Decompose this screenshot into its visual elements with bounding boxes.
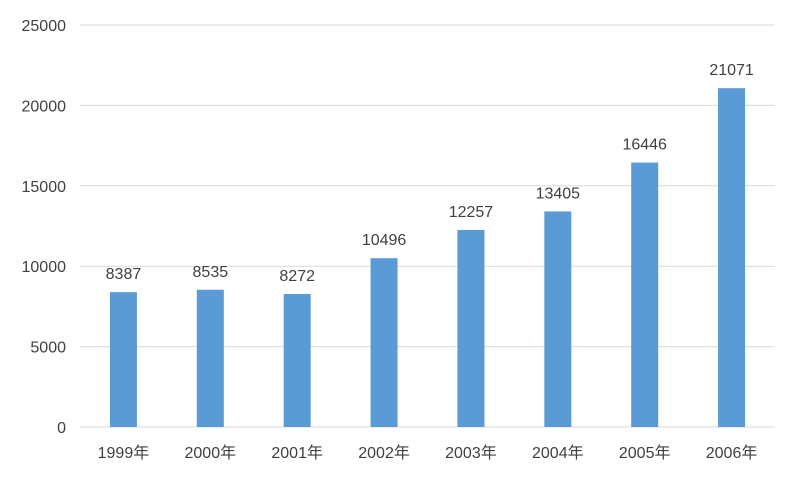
bar-2006年 [718,88,746,428]
bar-2000年 [196,289,224,427]
data-labels: 8387 8535 8272 10496 12257 13405 16446 21071 [106,62,754,285]
y-tick-label: 10000 [22,259,67,276]
x-category-label: 1999年 [98,444,150,462]
data-label: 13405 [536,185,581,202]
data-label: 10496 [362,232,407,249]
data-label: 12257 [449,204,494,221]
x-category-label: 2005年 [619,444,671,462]
y-tick-label: 25000 [22,18,67,35]
x-category-label: 2003年 [445,444,497,462]
y-tick-label: 20000 [22,98,67,115]
bar-2005年 [631,162,659,427]
x-category-label: 2006年 [706,444,758,462]
x-category-label: 2004年 [532,444,584,462]
bar-2004年 [544,211,572,427]
bar-2002年 [370,258,398,427]
bar-1999年 [109,292,137,427]
y-axis-ticks: 0 5000 10000 15000 20000 25000 [22,18,67,437]
gridlines [80,24,775,428]
data-label: 16446 [622,137,667,154]
data-label: 21071 [709,62,754,79]
x-category-label: 2002年 [358,444,410,462]
bar-2001年 [283,293,311,427]
bar-2003年 [457,229,485,427]
y-tick-label: 15000 [22,179,67,196]
data-label: 8535 [193,264,229,281]
x-category-label: 2000年 [185,444,237,462]
x-category-label: 2001年 [271,444,323,462]
y-tick-label: 0 [57,420,66,437]
data-label: 8272 [279,268,315,285]
data-label: 8387 [106,266,142,283]
x-axis-categories: 1999年 2000年 2001年 2002年 2003年 2004年 2005年 2006年 [98,444,758,462]
bars [109,88,746,428]
y-tick-label: 5000 [30,340,66,357]
